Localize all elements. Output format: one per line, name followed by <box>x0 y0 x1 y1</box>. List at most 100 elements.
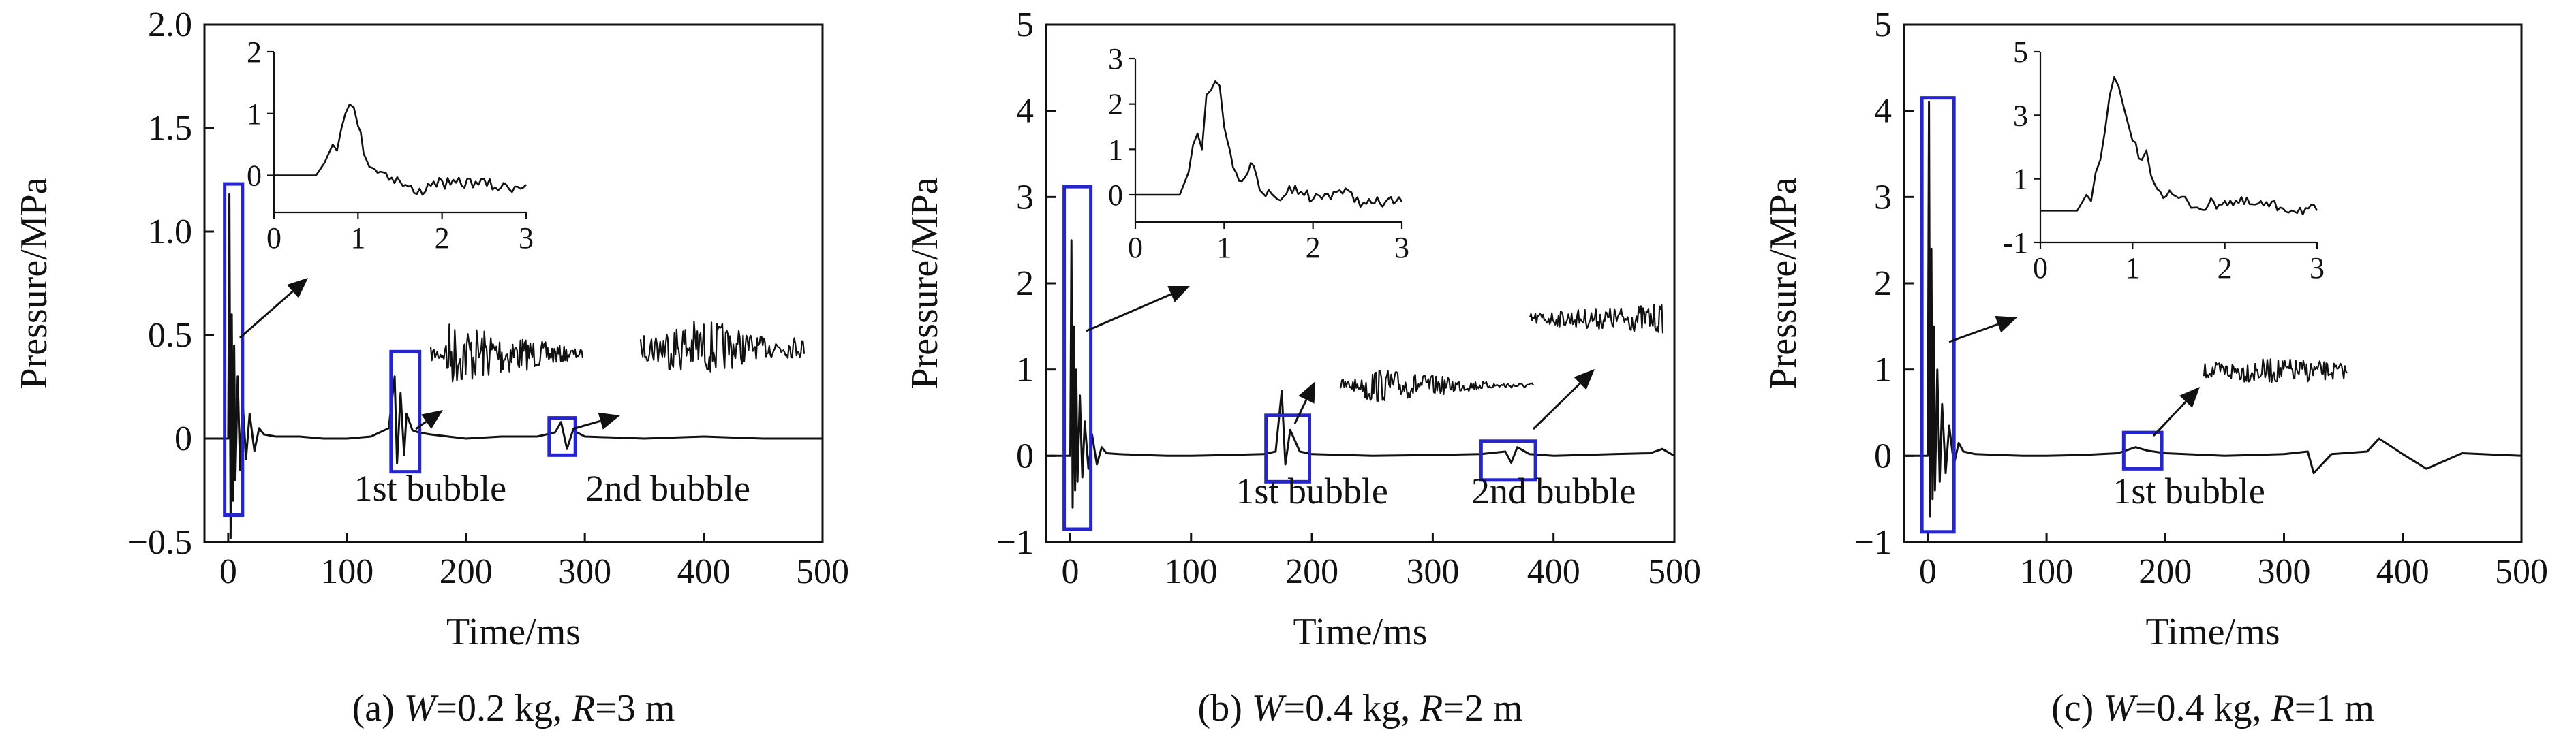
y-axis-label: Pressure/MPa <box>13 177 55 389</box>
inset-x-tick-label: 0 <box>2033 251 2048 285</box>
bubble-annotation: 1st bubble <box>1236 471 1388 511</box>
x-tick-label: 100 <box>320 552 373 591</box>
y-tick-label: 4 <box>1874 92 1892 131</box>
x-tick-label: 400 <box>2376 552 2429 591</box>
first-bubble-detail-trace <box>1339 369 1534 402</box>
x-tick-label: 200 <box>2138 552 2192 591</box>
x-tick-label: 400 <box>677 552 731 591</box>
y-tick-label: 4 <box>1016 92 1034 131</box>
highlight-box <box>223 182 245 517</box>
inset-x-tick-label: 3 <box>519 221 534 255</box>
y-tick-label: 3 <box>1016 178 1034 217</box>
inset-trace <box>2040 76 2318 216</box>
highlight-box <box>1479 439 1537 482</box>
bubble-annotation: 2nd bubble <box>1471 471 1636 511</box>
y-tick-label: 0.5 <box>148 316 192 355</box>
caption-w-var: W <box>404 687 439 729</box>
x-tick-label: 100 <box>1165 552 1218 591</box>
inset-x-tick-label: 3 <box>1394 231 1409 264</box>
caption-w-value: =0.4 kg, <box>2135 687 2271 729</box>
bubble-annotation: 1st bubble <box>354 468 507 509</box>
inset-y-tick-label: 1 <box>247 97 262 131</box>
inset-y-tick-label: 1 <box>2013 163 2028 196</box>
inset-y-tick-label: 1 <box>1108 133 1123 166</box>
inset-x-tick-label: 1 <box>350 221 365 255</box>
y-tick-label: −0.5 <box>128 523 192 562</box>
caption-w-value: =0.2 kg, <box>435 687 572 729</box>
plot-frame <box>1903 23 2523 543</box>
y-tick-label: 2 <box>1874 264 1892 303</box>
x-tick-label: 400 <box>1527 552 1580 591</box>
y-tick-label: 5 <box>1016 5 1034 44</box>
chart-panel-c: 0 100 200 300 400 500 −1 0 1 2 3 4 5 Time/ms Pressure/… <box>1762 5 2548 729</box>
y-tick-label: 1 <box>1016 351 1034 390</box>
inset-chart: 0 1 2 3 -1 1 3 5 <box>2003 35 2325 285</box>
inset-axes <box>1134 59 1402 223</box>
inset-x-tick-label: 1 <box>1216 231 1231 264</box>
y-tick-label: 1 <box>1874 351 1892 390</box>
caption-w-value: =0.4 kg, <box>1284 687 1420 729</box>
highlight-box <box>1920 96 1956 534</box>
arrow-head <box>1298 381 1315 404</box>
first-bubble-detail-trace <box>2203 358 2348 383</box>
zoom-arrow <box>1948 323 1999 343</box>
caption-prefix: (b) <box>1198 687 1252 729</box>
inset-x-tick-label: 0 <box>266 221 281 255</box>
inset-axes <box>273 52 526 214</box>
caption-w-var: W <box>1252 687 1287 729</box>
pressure-trace <box>1904 101 2522 518</box>
caption-r-var: R <box>2271 687 2295 729</box>
y-tick-label: 2.0 <box>148 5 192 44</box>
arrow-head <box>1995 315 2017 333</box>
inset-chart: 0 1 2 3 0 1 2 <box>247 35 534 255</box>
highlight-box <box>2121 430 2164 471</box>
highlight-box <box>1062 185 1093 531</box>
inset-trace <box>274 103 527 196</box>
y-tick-label: −1 <box>1854 523 1892 562</box>
x-tick-label: 500 <box>796 552 849 591</box>
x-tick-label: 0 <box>219 552 237 591</box>
caption-r-value: =3 m <box>595 687 675 729</box>
chart-panel-a: 0 100 200 300 400 500−0.500.51.01.52.0Time/ms… <box>13 5 849 729</box>
highlight-box <box>547 416 577 457</box>
plot-frame <box>203 23 824 543</box>
zoom-arrow <box>415 420 427 430</box>
caption-r-var: R <box>1419 687 1443 729</box>
inset-x-tick-label: 2 <box>435 221 450 255</box>
y-tick-label: 2 <box>1016 264 1034 303</box>
caption-w-var: W <box>2103 687 2138 729</box>
caption-prefix: (c) <box>2051 687 2103 729</box>
first-bubble-detail-trace <box>429 323 584 383</box>
inset-x-tick-label: 1 <box>2125 251 2140 285</box>
panel-caption: (c) W=0.4 kg, R=1 m <box>2051 687 2374 729</box>
highlight-box <box>389 349 422 474</box>
inset-chart: 0 1 2 3 0 1 2 3 <box>1108 42 1409 264</box>
bubble-annotation: 1st bubble <box>2113 471 2265 511</box>
caption-prefix: (a) <box>352 687 404 729</box>
x-tick-label: 500 <box>1648 552 1701 591</box>
inset-y-tick-label: 0 <box>1108 178 1123 212</box>
inset-x-tick-label: 2 <box>2218 251 2233 285</box>
y-tick-label: 1.0 <box>148 212 192 251</box>
x-axis-label: Time/ms <box>2145 611 2280 653</box>
x-axis-label: Time/ms <box>1293 611 1427 653</box>
plot-frame <box>1045 23 1676 543</box>
inset-y-tick-label: 5 <box>2013 35 2028 69</box>
highlight-box <box>1264 413 1312 484</box>
x-tick-label: 300 <box>1406 552 1459 591</box>
zoom-arrow <box>1293 399 1308 424</box>
x-tick-label: 500 <box>2495 552 2548 591</box>
y-axis-label: Pressure/MPa <box>1762 177 1805 389</box>
caption-r-value: =1 m <box>2295 687 2374 729</box>
inset-y-tick-label: -1 <box>2003 226 2028 259</box>
inset-y-tick-label: 2 <box>247 35 262 69</box>
chart-panel-b: 0 100 200 300 400 500−1012345Time/msPressure/… <box>904 5 1701 729</box>
x-tick-label: 200 <box>440 552 493 591</box>
arrow-head <box>421 410 443 429</box>
zoom-arrow <box>239 290 294 339</box>
y-axis-label: Pressure/MPa <box>904 177 946 389</box>
inset-y-tick-label: 2 <box>1108 88 1123 121</box>
inset-y-tick-label: 3 <box>2013 99 2028 132</box>
zoom-arrow <box>572 420 601 430</box>
